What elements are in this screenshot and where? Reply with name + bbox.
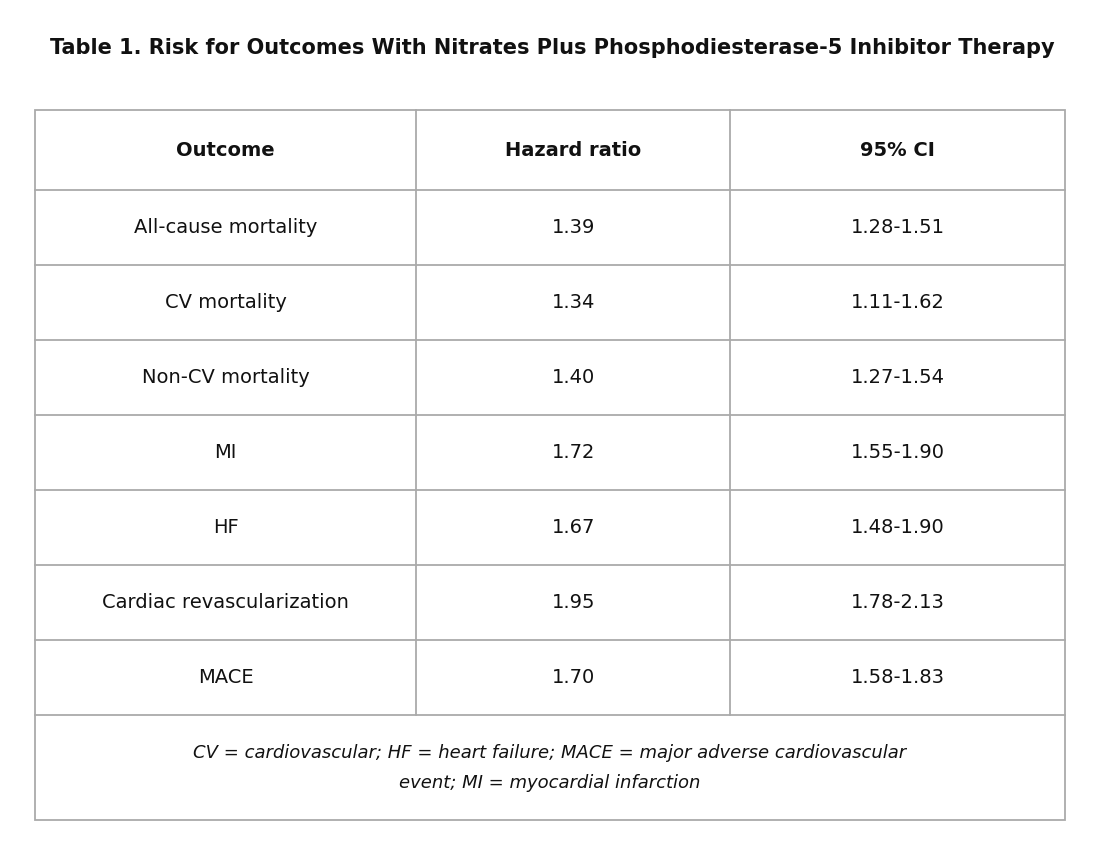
Text: 1.39: 1.39 [551,218,595,237]
Text: event; MI = myocardial infarction: event; MI = myocardial infarction [399,775,701,792]
Text: 1.27-1.54: 1.27-1.54 [850,368,945,387]
Text: 95% CI: 95% CI [860,141,935,159]
Text: 1.28-1.51: 1.28-1.51 [850,218,945,237]
Text: 1.40: 1.40 [551,368,595,387]
Text: HF: HF [212,518,239,537]
Text: 1.34: 1.34 [551,293,595,312]
Text: 1.70: 1.70 [551,668,595,687]
Text: 1.67: 1.67 [551,518,595,537]
Text: 1.95: 1.95 [551,593,595,612]
Text: MI: MI [214,443,236,462]
Text: Outcome: Outcome [176,141,275,159]
Text: 1.58-1.83: 1.58-1.83 [850,668,945,687]
Text: 1.11-1.62: 1.11-1.62 [850,293,945,312]
Text: All-cause mortality: All-cause mortality [134,218,317,237]
Text: Hazard ratio: Hazard ratio [505,141,641,159]
Text: MACE: MACE [198,668,253,687]
Text: Table 1. Risk for Outcomes With Nitrates Plus Phosphodiesterase-5 Inhibitor Ther: Table 1. Risk for Outcomes With Nitrates… [50,38,1054,58]
Text: CV mortality: CV mortality [165,293,286,312]
Text: Non-CV mortality: Non-CV mortality [142,368,309,387]
Text: CV = cardiovascular; HF = heart failure; MACE = major adverse cardiovascular: CV = cardiovascular; HF = heart failure;… [194,744,906,763]
Text: 1.72: 1.72 [551,443,595,462]
Text: Cardiac revascularization: Cardiac revascularization [102,593,349,612]
Bar [35,110,1065,820]
Text: 1.55-1.90: 1.55-1.90 [850,443,945,462]
Text: 1.48-1.90: 1.48-1.90 [850,518,945,537]
Text: 1.78-2.13: 1.78-2.13 [850,593,945,612]
